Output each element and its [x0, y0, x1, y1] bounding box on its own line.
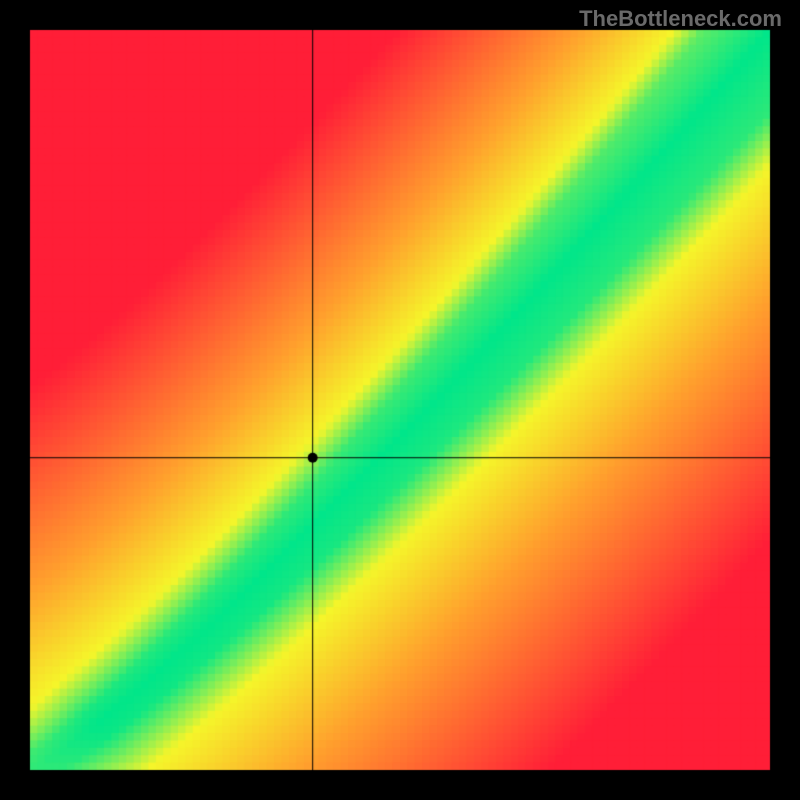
chart-container: TheBottleneck.com — [0, 0, 800, 800]
watermark-text: TheBottleneck.com — [579, 6, 782, 32]
bottleneck-heatmap — [0, 0, 800, 800]
